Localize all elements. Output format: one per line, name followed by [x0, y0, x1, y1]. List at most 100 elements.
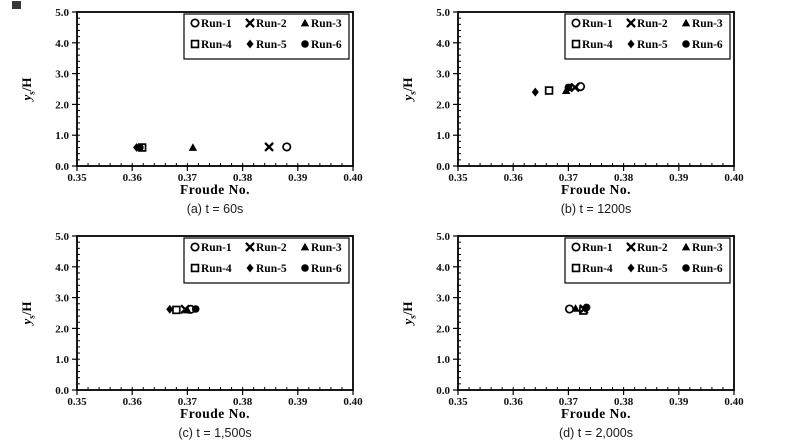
x-cross-marker [245, 242, 255, 252]
svg-text:0.38: 0.38 [233, 396, 253, 408]
x-axis-label: Froude No. [560, 406, 631, 421]
axes: 0.35 0.36 0.37 0.38 0.39 0.40 0.0 1.0 2.0 3.0 4.0 5… [55, 7, 363, 184]
svg-text:1.0: 1.0 [55, 130, 69, 142]
open-square-marker [190, 263, 200, 273]
open-square-marker [571, 39, 581, 49]
legend-label: Run-5 [637, 39, 668, 51]
filled-diamond-marker [166, 304, 174, 314]
x-axis-label: Froude No. [560, 182, 631, 197]
axes: 0.35 0.36 0.37 0.38 0.39 0.40 0.0 1.0 2.0 3.0 4.0 5… [436, 7, 744, 184]
filled-circle-marker [191, 305, 200, 313]
svg-text:0.38: 0.38 [233, 172, 253, 184]
open-circle-marker [571, 242, 581, 252]
legend: Run-1 Run-2 Run-3 Run-4 Run-5 Run-6 [564, 237, 731, 284]
svg-text:3.0: 3.0 [436, 293, 450, 305]
svg-text:2.0: 2.0 [55, 323, 69, 335]
svg-text:5.0: 5.0 [55, 231, 69, 243]
legend-label: Run-4 [201, 263, 232, 275]
axes: 0.35 0.36 0.37 0.38 0.39 0.40 0.0 1.0 2.0 3.0 4.0 5… [436, 231, 744, 408]
svg-text:0.38: 0.38 [614, 396, 634, 408]
legend-label: Run-2 [637, 242, 668, 254]
x-cross-marker [570, 82, 580, 93]
svg-text:3.0: 3.0 [436, 69, 450, 81]
filled-triangle-marker [300, 18, 310, 27]
subplot-a-caption: (a) t = 60s [186, 202, 244, 216]
scatter-plot-b: 0.35 0.36 0.37 0.38 0.39 0.40 0.0 1.0 2.0 3.0 4.0 5… [436, 7, 744, 184]
svg-text:0.37: 0.37 [559, 396, 579, 408]
legend-label: Run-4 [582, 263, 613, 275]
svg-text:0.35: 0.35 [67, 172, 87, 184]
legend-label: Run-2 [637, 18, 668, 30]
svg-text:1.0: 1.0 [436, 130, 450, 142]
open-square-marker [172, 305, 181, 315]
subplot-b: ys/H 0.35 0.36 0.37 0.38 0.39 0.40 0.0 1.0 2.0 3.… [400, 0, 800, 224]
open-square-marker [544, 86, 554, 95]
subplot-a: ys/H 0.35 0.36 0.37 0.38 0.39 0.40 0.0 1.0 2.0 3.… [0, 0, 400, 224]
filled-circle-marker [301, 264, 309, 272]
filled-circle-marker [564, 83, 573, 92]
svg-text:5.0: 5.0 [436, 7, 450, 19]
open-circle-marker [190, 18, 200, 28]
legend-label: Run-1 [582, 18, 613, 30]
filled-circle-marker [582, 303, 591, 312]
svg-text:0.37: 0.37 [178, 172, 198, 184]
legend-label: Run-1 [582, 242, 613, 254]
legend-label: Run-5 [256, 39, 287, 51]
legend-label: Run-2 [256, 242, 287, 254]
axes: 0.35 0.36 0.37 0.38 0.39 0.40 0.0 1.0 2.0 3.0 4.0 5… [55, 231, 363, 408]
open-square-marker [190, 39, 200, 49]
legend-label: Run-1 [201, 18, 232, 30]
x-cross-marker [626, 242, 636, 252]
legend-label: Run-6 [692, 263, 723, 275]
open-circle-marker [190, 242, 200, 252]
svg-text:4.0: 4.0 [55, 38, 69, 50]
filled-circle-marker [136, 143, 144, 152]
filled-circle-marker [682, 264, 690, 272]
svg-text:2.0: 2.0 [436, 323, 450, 335]
data-points [564, 303, 591, 315]
filled-triangle-marker [183, 305, 192, 314]
legend-label: Run-3 [311, 242, 342, 254]
svg-text:4.0: 4.0 [436, 38, 450, 50]
x-axis-label: Froude No. [179, 406, 250, 421]
svg-text:5.0: 5.0 [55, 7, 69, 19]
svg-text:0.38: 0.38 [614, 172, 634, 184]
open-circle-marker [571, 18, 581, 28]
svg-text:0.36: 0.36 [504, 396, 524, 408]
x-axis-label: Froude No. [179, 182, 250, 197]
filled-circle-marker [301, 40, 309, 48]
x-cross-marker [245, 18, 255, 28]
x-cross-marker [626, 18, 636, 28]
svg-text:0.39: 0.39 [669, 172, 689, 184]
legend: Run-1 Run-2 Run-3 Run-4 Run-5 Run-6 [564, 13, 731, 60]
filled-triangle-marker [571, 304, 580, 312]
svg-text:1.0: 1.0 [436, 354, 450, 366]
legend-label: Run-6 [692, 39, 723, 51]
subplot-d: ys/H 0.35 0.36 0.37 0.38 0.39 0.40 0.0 1.0 2.0 3.… [400, 224, 800, 448]
scan-artifact-mark [12, 1, 21, 9]
svg-text:0.35: 0.35 [448, 172, 468, 184]
filled-circle-marker [682, 40, 690, 48]
legend: Run-1 Run-2 Run-3 Run-4 Run-5 Run-6 [183, 237, 350, 284]
svg-text:0.39: 0.39 [288, 396, 308, 408]
svg-text:0.36: 0.36 [123, 172, 143, 184]
svg-text:0.0: 0.0 [55, 385, 69, 397]
svg-text:0.35: 0.35 [448, 396, 468, 408]
filled-triangle-marker [188, 143, 198, 151]
svg-text:0.40: 0.40 [343, 172, 363, 184]
data-points [133, 142, 292, 152]
legend-label: Run-6 [311, 39, 342, 51]
svg-text:5.0: 5.0 [436, 231, 450, 243]
legend-label: Run-3 [311, 18, 342, 30]
svg-text:0.39: 0.39 [669, 396, 689, 408]
filled-triangle-marker [300, 242, 310, 251]
legend-label: Run-3 [692, 242, 723, 254]
svg-text:0.39: 0.39 [288, 172, 308, 184]
legend-label: Run-6 [311, 263, 342, 275]
data-points [166, 304, 200, 315]
legend-label: Run-3 [692, 18, 723, 30]
svg-text:3.0: 3.0 [55, 69, 69, 81]
filled-triangle-marker [681, 18, 691, 27]
open-square-marker [571, 263, 581, 273]
